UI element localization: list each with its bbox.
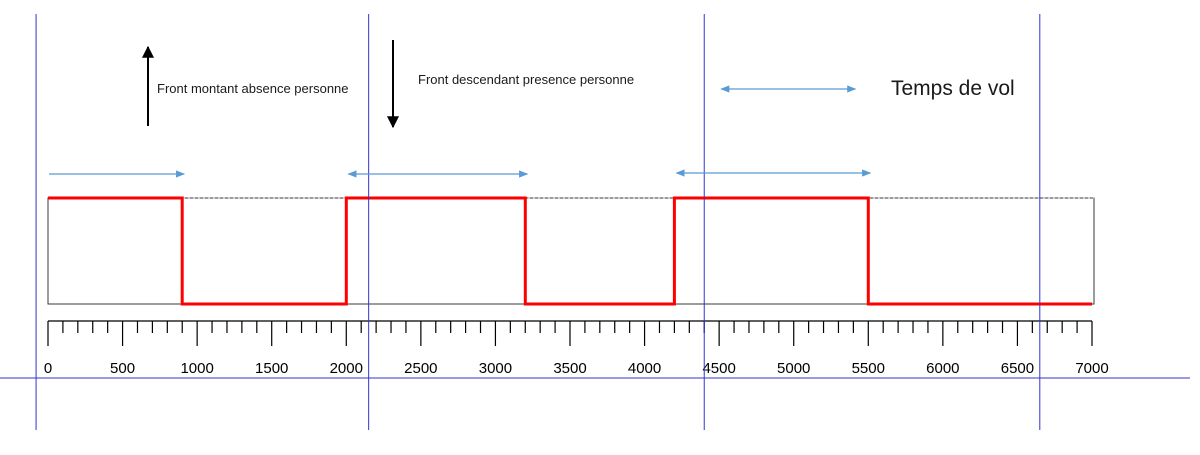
tick-label: 5000 — [777, 360, 810, 377]
tick-label: 500 — [110, 360, 135, 377]
rising-edge-label: Front montant absence personne — [157, 81, 349, 96]
tick-label: 6500 — [1001, 360, 1034, 377]
flight-time-arrows — [49, 85, 872, 178]
tick-label: 4000 — [628, 360, 661, 377]
tick-label: 5500 — [852, 360, 885, 377]
time-axis: 0 500 1000 1500 2000 2500 3000 3500 4000 4500 5000… — [44, 320, 1109, 377]
tick-label: 1500 — [255, 360, 288, 377]
signal-trace — [48, 196, 1092, 306]
tick-label: 1000 — [180, 360, 213, 377]
tick-label: 2500 — [404, 360, 437, 377]
tick-label: 4500 — [702, 360, 735, 377]
tick-label: 3500 — [553, 360, 586, 377]
tick-label: 6000 — [926, 360, 959, 377]
tick-label: 3000 — [479, 360, 512, 377]
tick-label: 0 — [44, 360, 52, 377]
vertical-markers — [35, 14, 1041, 430]
tick-label: 2000 — [330, 360, 363, 377]
flight-time-label: Temps de vol — [891, 77, 1015, 100]
signal-frame — [47, 197, 1095, 305]
falling-edge-label: Front descendant presence personne — [418, 72, 634, 87]
tick-label: 7000 — [1075, 360, 1108, 377]
